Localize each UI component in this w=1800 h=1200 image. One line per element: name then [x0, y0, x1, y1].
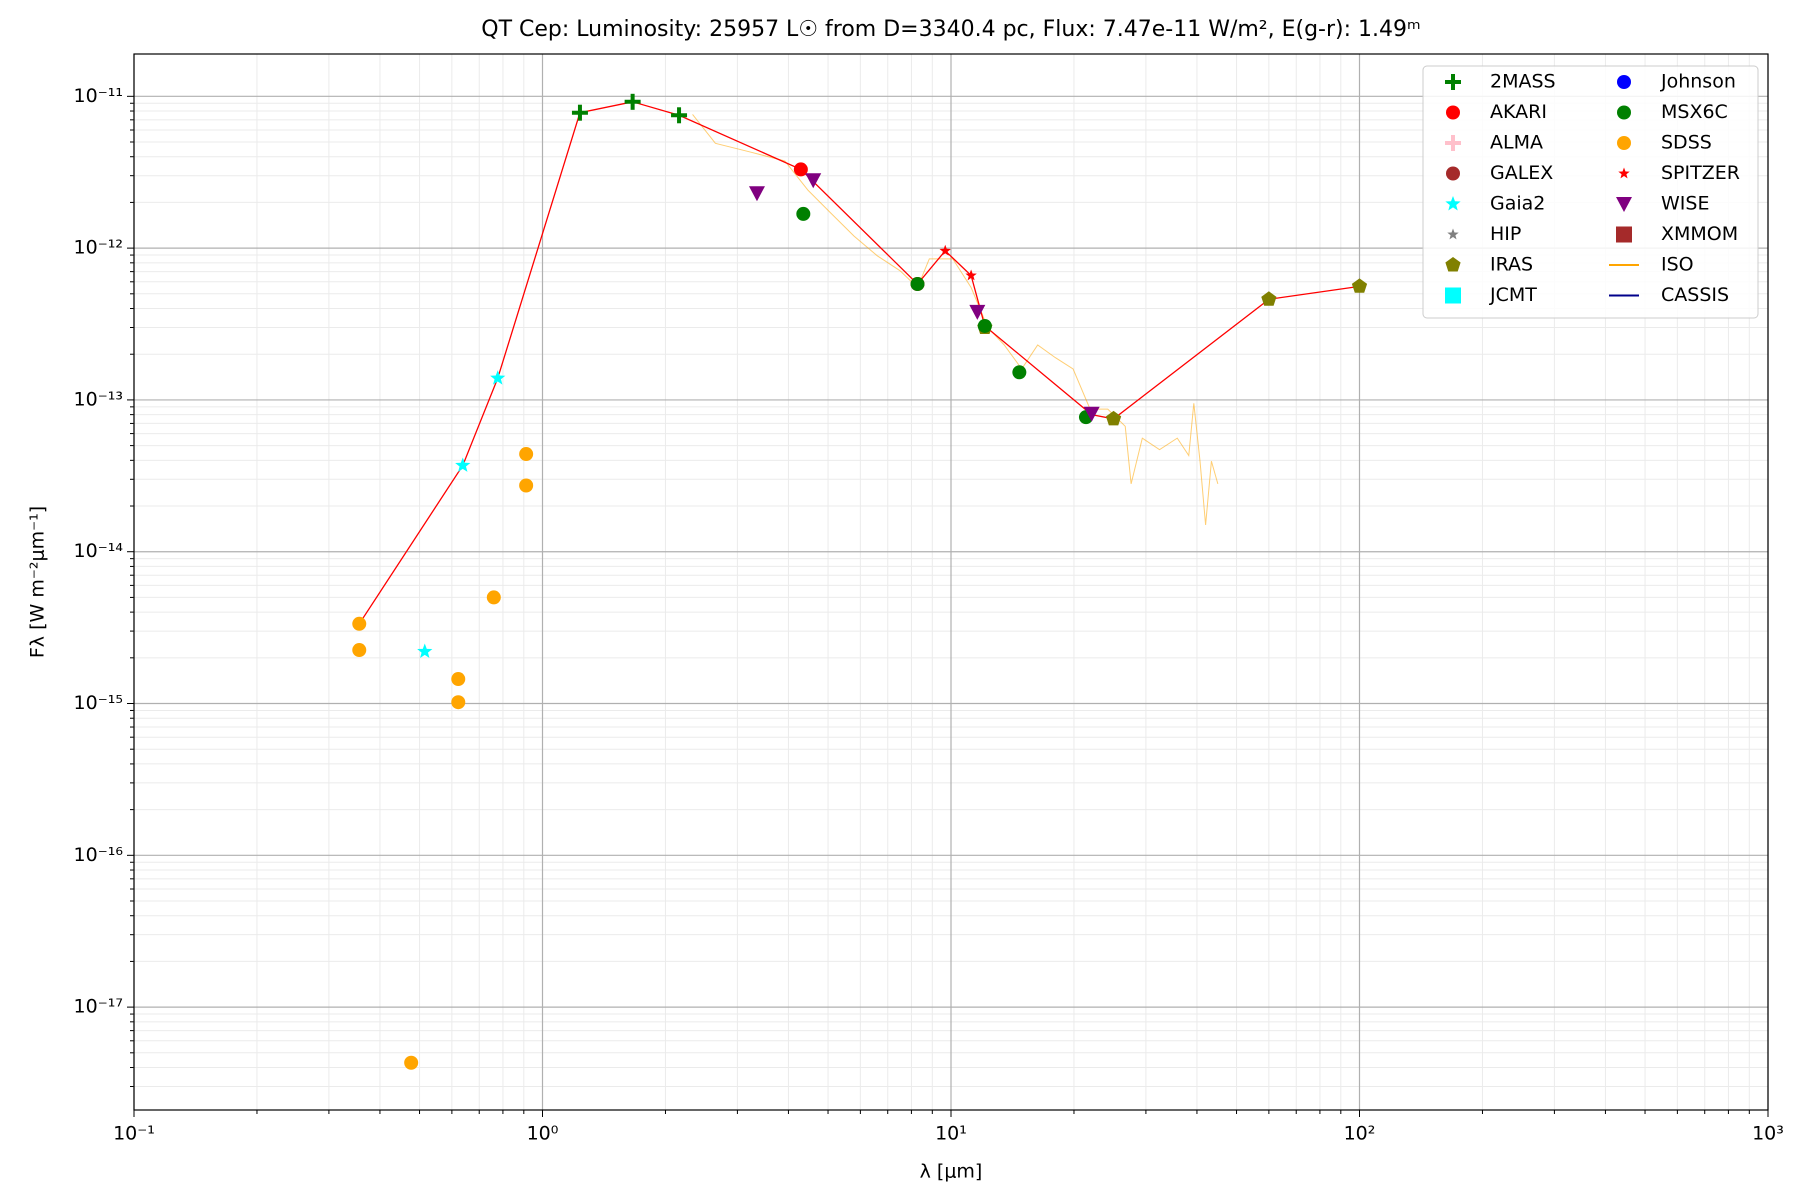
marker-circle — [519, 447, 534, 462]
plot-frame — [133, 53, 1769, 1111]
marker-star — [455, 457, 471, 472]
x-axis-label: λ [μm] — [920, 1161, 983, 1183]
marker-star — [965, 269, 977, 281]
marker-circle — [404, 1055, 419, 1070]
marker-circle — [1446, 166, 1460, 181]
legend-label: SDSS — [1661, 132, 1712, 154]
marker-circle — [486, 590, 501, 605]
marker-square — [1445, 287, 1461, 304]
marker-pentagon — [1105, 410, 1122, 426]
y-tick-label: 10⁻¹¹ — [74, 85, 123, 107]
marker-triangle — [969, 304, 986, 320]
legend-label: JCMT — [1489, 284, 1537, 306]
marker-circle — [1617, 136, 1631, 150]
y-tick-label: 10⁻¹⁴ — [74, 540, 124, 562]
marker-star — [1447, 228, 1459, 240]
y-tick-label: 10⁻¹⁷ — [74, 996, 123, 1018]
legend-label: XMMOM — [1661, 223, 1738, 245]
legend-label: Gaia2 — [1490, 193, 1545, 215]
marker-triangle — [1616, 197, 1632, 212]
marker-circle — [451, 695, 466, 710]
marker-pentagon — [1351, 278, 1368, 293]
marker-plus — [1445, 74, 1461, 90]
marker-plus — [624, 93, 641, 110]
y-tick-label: 10⁻¹⁵ — [74, 692, 123, 714]
y-tick-label: 10⁻¹³ — [74, 388, 123, 410]
legend-label: ISO — [1661, 254, 1694, 276]
legend-label: ALMA — [1490, 132, 1543, 154]
marker-star — [417, 643, 433, 659]
legend-box — [1422, 65, 1759, 319]
y-tick-label: 10⁻¹² — [74, 237, 123, 259]
marker-circle — [977, 318, 992, 333]
marker-pentagon — [1261, 291, 1277, 306]
marker-circle — [451, 672, 466, 687]
marker-triangle — [1083, 406, 1100, 422]
marker-plus — [671, 107, 688, 124]
marker-triangle — [748, 186, 765, 202]
x-tick-label: 10⁰ — [527, 1123, 559, 1145]
spectrum-line — [692, 114, 1219, 526]
marker-circle — [796, 206, 811, 221]
y-tick-label: 10⁻¹⁶ — [74, 844, 123, 866]
marker-circle — [910, 277, 925, 292]
marker-circle — [1446, 105, 1460, 120]
marker-circle — [1617, 105, 1631, 120]
marker-star — [939, 244, 951, 256]
y-axis-label: Fλ [W m⁻²μm⁻¹] — [27, 506, 49, 658]
marker-star — [1618, 167, 1630, 179]
legend-label: MSX6C — [1661, 101, 1728, 123]
legend-label: 2MASS — [1490, 71, 1556, 93]
legend-label: IRAS — [1490, 254, 1533, 276]
marker-circle — [519, 478, 534, 493]
legend-label: CASSIS — [1661, 284, 1729, 306]
marker-circle — [1012, 365, 1027, 380]
marker-circle — [793, 162, 808, 177]
marker-circle — [352, 643, 367, 658]
legend-label: SPITZER — [1661, 162, 1740, 184]
legend-label: AKARI — [1490, 101, 1547, 123]
legend-label: Johnson — [1660, 71, 1736, 93]
marker-circle — [1617, 75, 1631, 89]
marker-pentagon — [1445, 257, 1461, 272]
chart-title: QT Cep: Luminosity: 25957 L☉ from D=3340… — [481, 17, 1420, 42]
x-tick-label: 10² — [1344, 1123, 1376, 1145]
x-tick-label: 10³ — [1752, 1123, 1784, 1145]
marker-circle — [352, 616, 367, 631]
x-tick-label: 10⁻¹ — [113, 1123, 155, 1145]
marker-star — [490, 370, 506, 385]
legend-label: HIP — [1490, 223, 1521, 245]
marker-triangle — [805, 173, 822, 189]
legend-label: WISE — [1661, 193, 1709, 215]
marker-star — [1445, 196, 1461, 211]
legend: 2MASS AKARI ALMA GALEX Gaia2 HIP IRAS JCMT Johns… — [1422, 65, 1759, 319]
legend-label: GALEX — [1490, 162, 1553, 184]
marker-plus — [571, 104, 588, 121]
marker-square — [1616, 226, 1632, 243]
marker-plus — [1445, 135, 1461, 151]
x-tick-label: 10¹ — [935, 1123, 967, 1145]
